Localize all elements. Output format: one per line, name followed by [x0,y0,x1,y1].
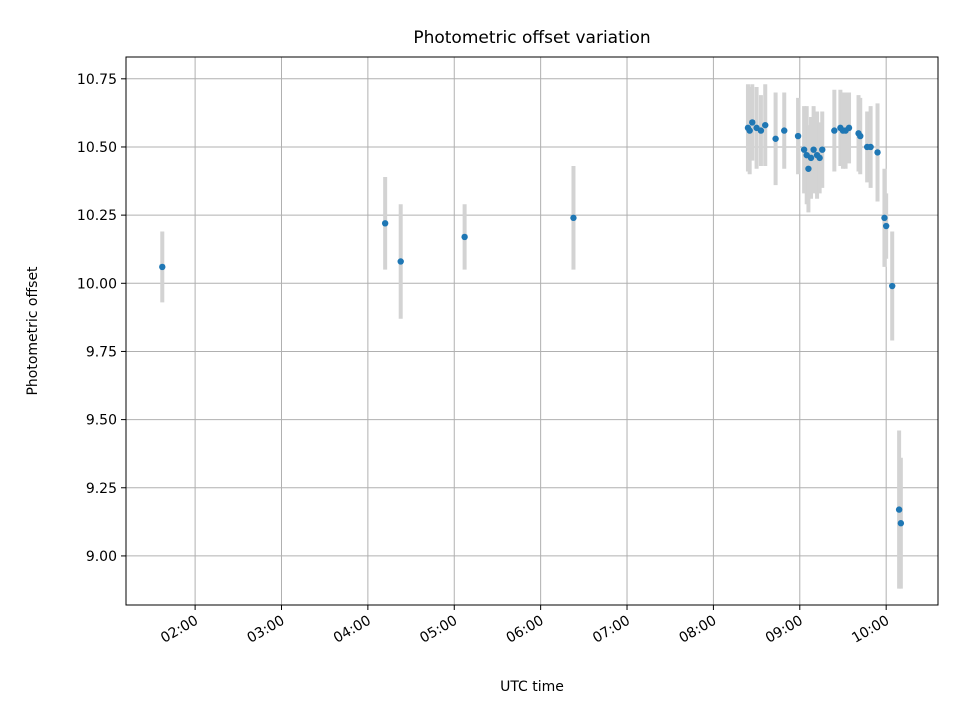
data-point [881,214,888,222]
y-tick-label: 10.00 [77,276,117,292]
y-tick-label: 10.25 [77,208,117,224]
y-tick-label: 9.50 [86,413,117,429]
plot-frame [125,56,939,606]
data-point [897,520,905,527]
data-point [816,154,823,162]
y-tick-label: 9.25 [86,481,117,497]
data-point [810,146,817,153]
data-point [800,146,808,153]
data-point [772,135,779,142]
y-axis-label: Photometric offset [25,266,41,396]
data-point [397,258,404,265]
x-axis-label: UTC time [500,679,564,695]
data-points [159,119,905,527]
data-point [794,132,802,140]
y-tick-label: 9.75 [86,344,117,360]
data-point [874,149,881,156]
data-point [461,233,468,241]
data-point [762,121,769,129]
data-point [757,127,765,134]
data-point [882,222,890,230]
data-point [570,214,577,222]
data-point [159,263,166,271]
chart-title: Photometric offset variation [413,28,650,48]
data-point [749,119,756,126]
y-tick-label: 10.50 [77,140,117,156]
data-point [805,165,812,172]
data-point [781,127,788,134]
data-point [889,282,896,290]
y-tick-label: 9.00 [86,549,117,565]
data-point [895,506,903,513]
data-point [867,143,874,151]
data-point [807,154,815,162]
data-point [746,127,753,134]
y-axis-ticks: 9.00 9.25 9.50 9.75 10.00 10.25 10.50 10.75 [77,72,126,565]
data-point [845,124,853,132]
data-point [857,132,864,140]
data-point [381,220,389,227]
y-tick-label: 10.75 [77,72,117,88]
data-point [831,127,838,134]
data-point [819,146,826,153]
